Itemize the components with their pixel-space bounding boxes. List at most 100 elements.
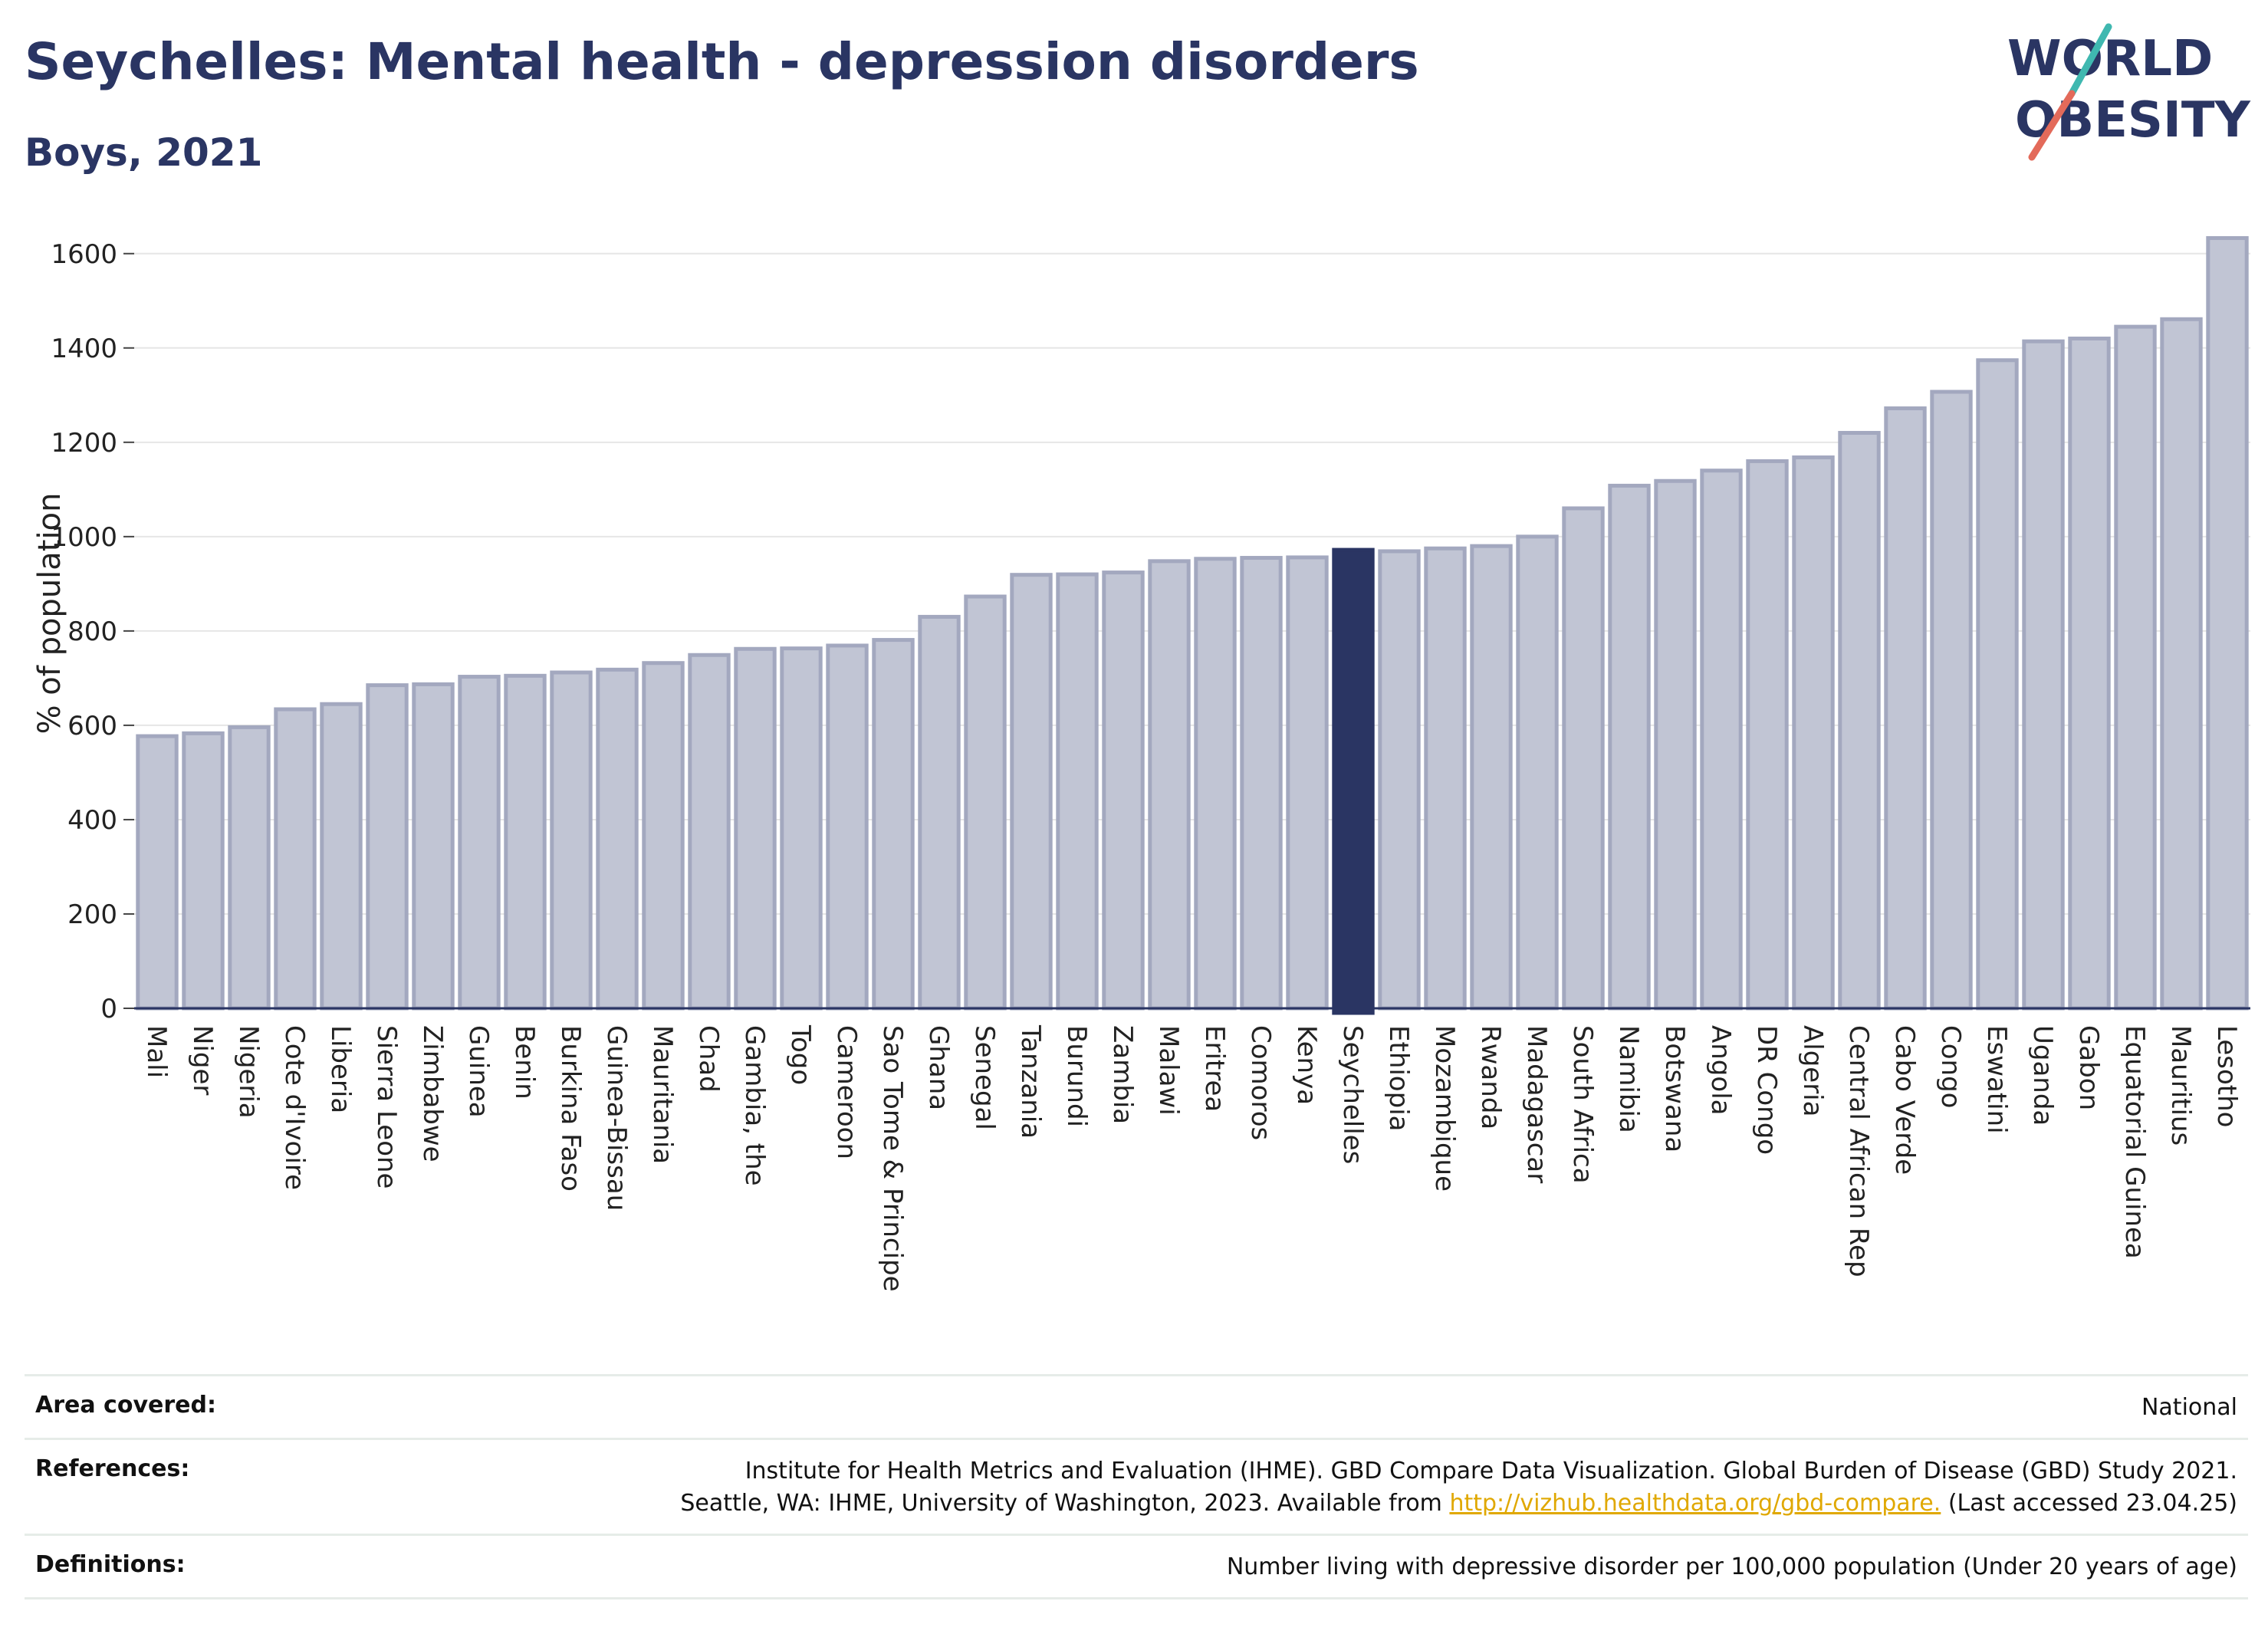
- bar: [1010, 573, 1053, 1011]
- bar: [1562, 506, 1605, 1011]
- bar: [1838, 431, 1881, 1011]
- x-category-label: Guinea-Bissau: [601, 1025, 632, 1211]
- bar: [320, 702, 363, 1011]
- x-category-label: Zimbabwe: [417, 1025, 448, 1162]
- bar: [1470, 544, 1513, 1011]
- logo-line-world: WORLD: [2007, 31, 2213, 87]
- x-category-label: Namibia: [1613, 1025, 1644, 1133]
- bar: [826, 643, 869, 1011]
- bar: [1654, 478, 1697, 1011]
- bar: [1424, 546, 1467, 1011]
- x-category-label: Botswana: [1659, 1025, 1690, 1152]
- x-category-label: Gabon: [2073, 1025, 2104, 1110]
- info-value-definitions: Number living with depressive disorder p…: [1226, 1553, 2237, 1580]
- x-category-label: Kenya: [1291, 1025, 1322, 1105]
- x-category-label: Burkina Faso: [555, 1025, 586, 1192]
- y-tick-label: 1000: [51, 522, 117, 553]
- category-labels: Mali Niger Nigeria Cote d'Ivoire Liberia Sier…: [141, 1024, 2242, 1292]
- x-category-label: Congo: [1935, 1025, 1966, 1108]
- x-category-label: Togo: [785, 1024, 816, 1085]
- x-category-label: Lesotho: [2211, 1025, 2242, 1127]
- x-category-label: Tanzania: [1015, 1024, 1046, 1139]
- bar: [2160, 317, 2203, 1011]
- x-category-label: Rwanda: [1475, 1025, 1506, 1129]
- x-category-label: Niger: [187, 1025, 218, 1095]
- bar: [1976, 358, 2019, 1011]
- bar: [688, 653, 731, 1011]
- x-category-label: Cameroon: [831, 1025, 862, 1159]
- x-category-label: Senegal: [969, 1025, 1000, 1130]
- x-category-label: Gambia, the: [739, 1025, 770, 1186]
- bar: [182, 731, 225, 1011]
- x-category-label: Mali: [141, 1025, 172, 1078]
- x-category-label: South Africa: [1567, 1025, 1598, 1184]
- x-category-label: Mauritania: [647, 1025, 678, 1164]
- x-category-label: Madagascar: [1521, 1025, 1552, 1183]
- info-label-definitions: Definitions:: [35, 1551, 186, 1578]
- bar: [1884, 406, 1927, 1011]
- x-category-label: Comoros: [1245, 1025, 1276, 1140]
- bar: [1516, 534, 1559, 1011]
- x-category-label: Zambia: [1107, 1025, 1138, 1124]
- page-title: Seychelles: Mental health - depression d…: [25, 32, 1419, 91]
- references-line-2-prefix: Seattle, WA: IHME, University of Washing…: [680, 1490, 1450, 1517]
- x-category-label: Liberia: [325, 1025, 356, 1113]
- bar: [780, 646, 823, 1011]
- y-tick-label: 800: [67, 616, 117, 647]
- bar: [1930, 390, 1973, 1011]
- y-tick-labels: 0 200 400 600 800 1000 1200 1400 1600: [51, 239, 134, 1024]
- bar: [1792, 455, 1835, 1011]
- x-category-label: Cote d'Ivoire: [279, 1025, 310, 1190]
- bar: [2022, 339, 2065, 1011]
- info-row-references: References: Institute for Health Metrics…: [25, 1440, 2248, 1536]
- bar: [1608, 483, 1651, 1011]
- bar: [1194, 557, 1237, 1011]
- bar: [274, 707, 317, 1011]
- info-value-area: National: [2141, 1394, 2237, 1421]
- bar: [550, 670, 593, 1011]
- bar-highlight: [1332, 547, 1375, 1015]
- y-tick-label: 1200: [51, 428, 117, 459]
- bar: [2206, 235, 2249, 1011]
- bar: [504, 673, 547, 1011]
- bar: [1148, 559, 1191, 1011]
- references-link[interactable]: http://vizhub.healthdata.org/gbd-compare…: [1449, 1490, 1941, 1517]
- x-category-label: Algeria: [1797, 1025, 1828, 1116]
- y-tick-label: 600: [67, 711, 117, 741]
- x-category-label: Sierra Leone: [371, 1025, 402, 1189]
- bar: [2068, 336, 2111, 1011]
- x-category-label: Benin: [509, 1025, 540, 1100]
- y-tick-label: 1600: [51, 239, 117, 270]
- bar: [596, 667, 639, 1011]
- info-row-area: Area covered: National: [25, 1376, 2248, 1440]
- bar: [1286, 555, 1329, 1011]
- references-line-2-suffix: (Last accessed 23.04.25): [1941, 1490, 2237, 1517]
- logo-slash-teal: [2068, 23, 2112, 97]
- x-category-label: Nigeria: [233, 1025, 264, 1119]
- bar: [458, 675, 501, 1011]
- bar: [1240, 556, 1283, 1011]
- bar: [1102, 570, 1145, 1011]
- bar: [642, 661, 685, 1011]
- references-line-1: Institute for Health Metrics and Evaluat…: [744, 1458, 2237, 1484]
- y-tick-label: 0: [100, 994, 117, 1024]
- x-category-label: Eswatini: [1981, 1025, 2012, 1134]
- info-table: Area covered: National References: Insti…: [25, 1374, 2248, 1599]
- x-category-label: Malawi: [1153, 1025, 1184, 1116]
- y-tick-label: 1400: [51, 334, 117, 364]
- x-category-label: Mauritius: [2165, 1025, 2196, 1146]
- logo-slash-coral: [2028, 90, 2076, 161]
- x-category-label: Angola: [1705, 1025, 1736, 1115]
- x-category-label: Mozambique: [1429, 1025, 1460, 1192]
- bar: [872, 638, 915, 1011]
- info-value-references: Institute for Health Metrics and Evaluat…: [680, 1455, 2237, 1520]
- x-category-label: Central African Rep: [1843, 1025, 1874, 1277]
- info-label-references: References:: [35, 1455, 190, 1482]
- x-category-label: Sao Tome & Principe: [877, 1025, 908, 1292]
- world-obesity-logo: WORLD OBESITY: [2007, 23, 2250, 161]
- bar: [2114, 324, 2157, 1011]
- x-category-label: Equatorial Guinea: [2119, 1025, 2150, 1259]
- bar: [734, 646, 777, 1011]
- bar: [136, 734, 179, 1011]
- page-subtitle: Boys, 2021: [25, 130, 263, 175]
